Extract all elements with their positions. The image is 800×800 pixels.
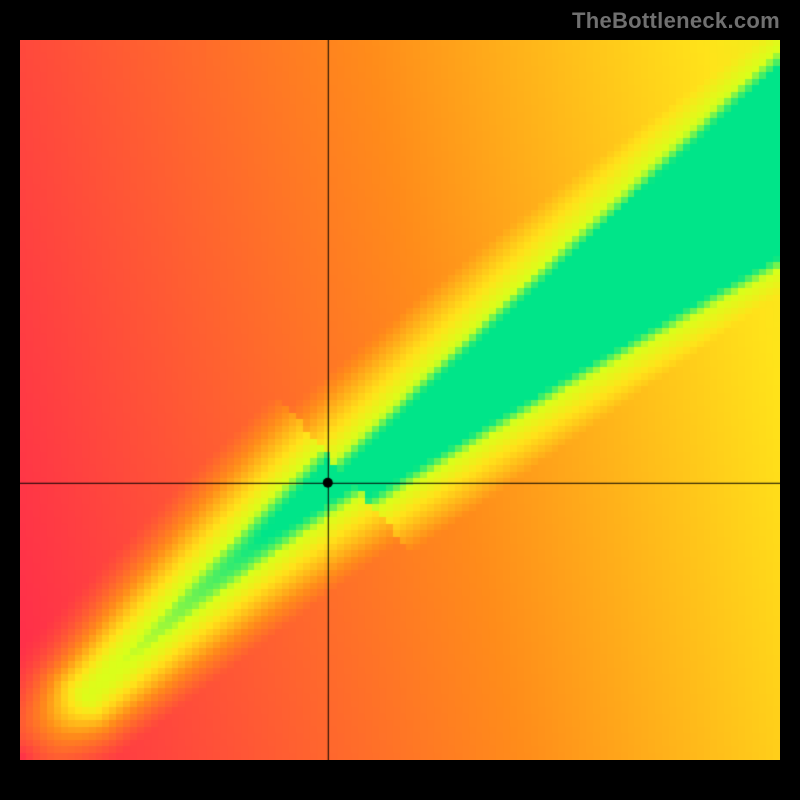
watermark-text: TheBottleneck.com (572, 8, 780, 34)
chart-container: TheBottleneck.com (0, 0, 800, 800)
heatmap-canvas (20, 40, 780, 760)
plot-area (20, 40, 780, 760)
